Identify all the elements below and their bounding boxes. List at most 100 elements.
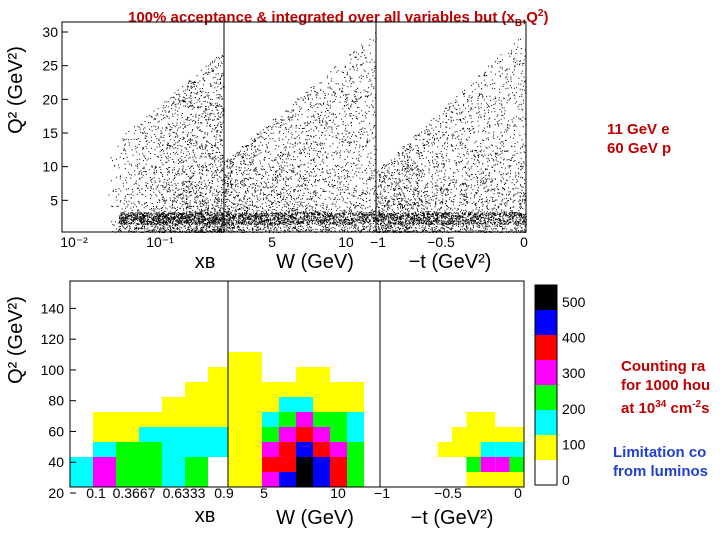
heatmap-cell	[116, 472, 139, 487]
bottom-x-tick-label: 0.1	[86, 485, 106, 501]
heatmap-cell	[296, 412, 313, 427]
heatmap-cell	[245, 427, 262, 442]
heatmap-cell	[509, 457, 524, 472]
heatmap-cell	[437, 442, 452, 457]
top-x-axis-label: W (GeV)	[276, 251, 354, 273]
heatmap-cell	[313, 382, 330, 397]
heatmap-cell	[93, 427, 116, 442]
heatmap-cell	[162, 442, 185, 457]
scale-label: 0	[562, 472, 570, 488]
top-x-axis-label: xʙ	[195, 251, 216, 273]
heatmap-cell	[185, 472, 208, 487]
scale-bin	[535, 410, 557, 435]
heatmap-cell	[296, 442, 313, 457]
scale-bin	[535, 285, 557, 310]
scale-bin	[535, 435, 557, 460]
heatmap-cell	[262, 397, 279, 412]
heatmap-cell	[245, 397, 262, 412]
scale-label: 400	[562, 330, 586, 346]
top-y-tick-label: 10	[42, 159, 58, 175]
heatmap-cell	[279, 382, 296, 397]
heatmap-cell	[330, 382, 347, 397]
heatmap-cell	[279, 442, 296, 457]
scale-label: 100	[562, 436, 586, 452]
rate-note-s: s	[701, 400, 710, 417]
top-x-tick-label: −0.5	[427, 234, 455, 250]
heatmap-cell	[452, 442, 467, 457]
heatmap-cell	[139, 427, 162, 442]
top-y-tick-label: 30	[42, 24, 58, 40]
heatmap-cell	[495, 472, 510, 487]
bottom-x-axis-label: W (GeV)	[276, 507, 354, 529]
heatmap-cell	[208, 397, 228, 412]
heatmap-cell	[296, 397, 313, 412]
heatmap-cell	[162, 412, 185, 427]
heatmap-cell	[245, 457, 262, 472]
heatmap-cell	[313, 412, 330, 427]
bottom-x-tick-label: −1	[374, 485, 390, 501]
heatmap-cell	[279, 457, 296, 472]
top-y-tick-label: 20	[42, 91, 58, 107]
heatmap-cell	[162, 472, 185, 487]
title-sup-2: 2	[537, 8, 544, 19]
beam-energy-note: 11 GeV e 60 GeV p	[607, 120, 671, 158]
scale-bin	[535, 335, 557, 360]
heatmap-cell	[245, 412, 262, 427]
scale-label: 500	[562, 294, 586, 310]
rate-note-cm: cm	[666, 400, 693, 417]
heatmap-cell	[330, 397, 347, 412]
heatmap-cell	[228, 457, 245, 472]
heatmap-cell	[185, 457, 208, 472]
heatmap-cell	[185, 412, 208, 427]
heatmap-cell	[466, 442, 481, 457]
scale-label: 300	[562, 365, 586, 381]
heatmap-cell	[245, 472, 262, 487]
heatmap-cell	[162, 397, 185, 412]
heatmap-cell	[245, 382, 262, 397]
heatmap-cell	[480, 457, 496, 472]
top-y-tick-label: 25	[42, 58, 58, 74]
heatmap-cell	[495, 457, 510, 472]
heatmap-cell	[313, 397, 330, 412]
heatmap-cell	[93, 472, 116, 487]
heatmap-cell	[279, 397, 296, 412]
rate-note-exp: 34	[655, 399, 667, 410]
title-end: )	[543, 9, 549, 26]
heatmap-cell	[495, 427, 510, 442]
heatmap-cell	[116, 412, 139, 427]
heatmap-cell	[262, 442, 279, 457]
scatter-density-1	[108, 55, 225, 233]
heatmap-cell	[495, 442, 510, 457]
scale-bin	[535, 310, 557, 335]
scale-bin	[535, 460, 557, 485]
heatmap-cell	[347, 442, 364, 457]
heatmap-cell	[296, 427, 313, 442]
bottom-x-tick-label: 0	[514, 485, 522, 501]
bottom-y-tick-label: 140	[41, 300, 65, 316]
heatmap-cell	[245, 367, 262, 382]
bottom-y-tick-label: 100	[41, 362, 65, 378]
heatmap-cells	[70, 352, 524, 487]
bottom-x-tick-label: 0.3667	[113, 485, 156, 501]
limitation-note: Limitation co from luminos	[613, 443, 720, 481]
heatmap-cell	[509, 472, 524, 487]
heatmap-cell	[296, 472, 313, 487]
top-x-tick-label: 5	[268, 234, 276, 250]
heatmap-cell	[228, 442, 245, 457]
heatmap-cell	[208, 412, 228, 427]
heatmap-cell	[347, 397, 364, 412]
heatmap-cell	[262, 472, 279, 487]
scatter-density-3	[376, 38, 527, 234]
heatmap-cell	[93, 442, 116, 457]
bottom-x-tick-label: −0.5	[434, 485, 462, 501]
heatmap-cell	[452, 427, 467, 442]
heatmap-cell	[139, 472, 162, 487]
heatmap-cell	[208, 442, 228, 457]
limit-note-line-2: from luminos	[613, 463, 709, 480]
heatmap-cell	[139, 412, 162, 427]
heatmap-cell	[480, 427, 496, 442]
top-x-tick-label: 0	[520, 234, 528, 250]
bottom-x-tick-label: 0.6333	[163, 485, 206, 501]
scale-frame	[534, 284, 558, 486]
heatmap-cell	[313, 442, 330, 457]
